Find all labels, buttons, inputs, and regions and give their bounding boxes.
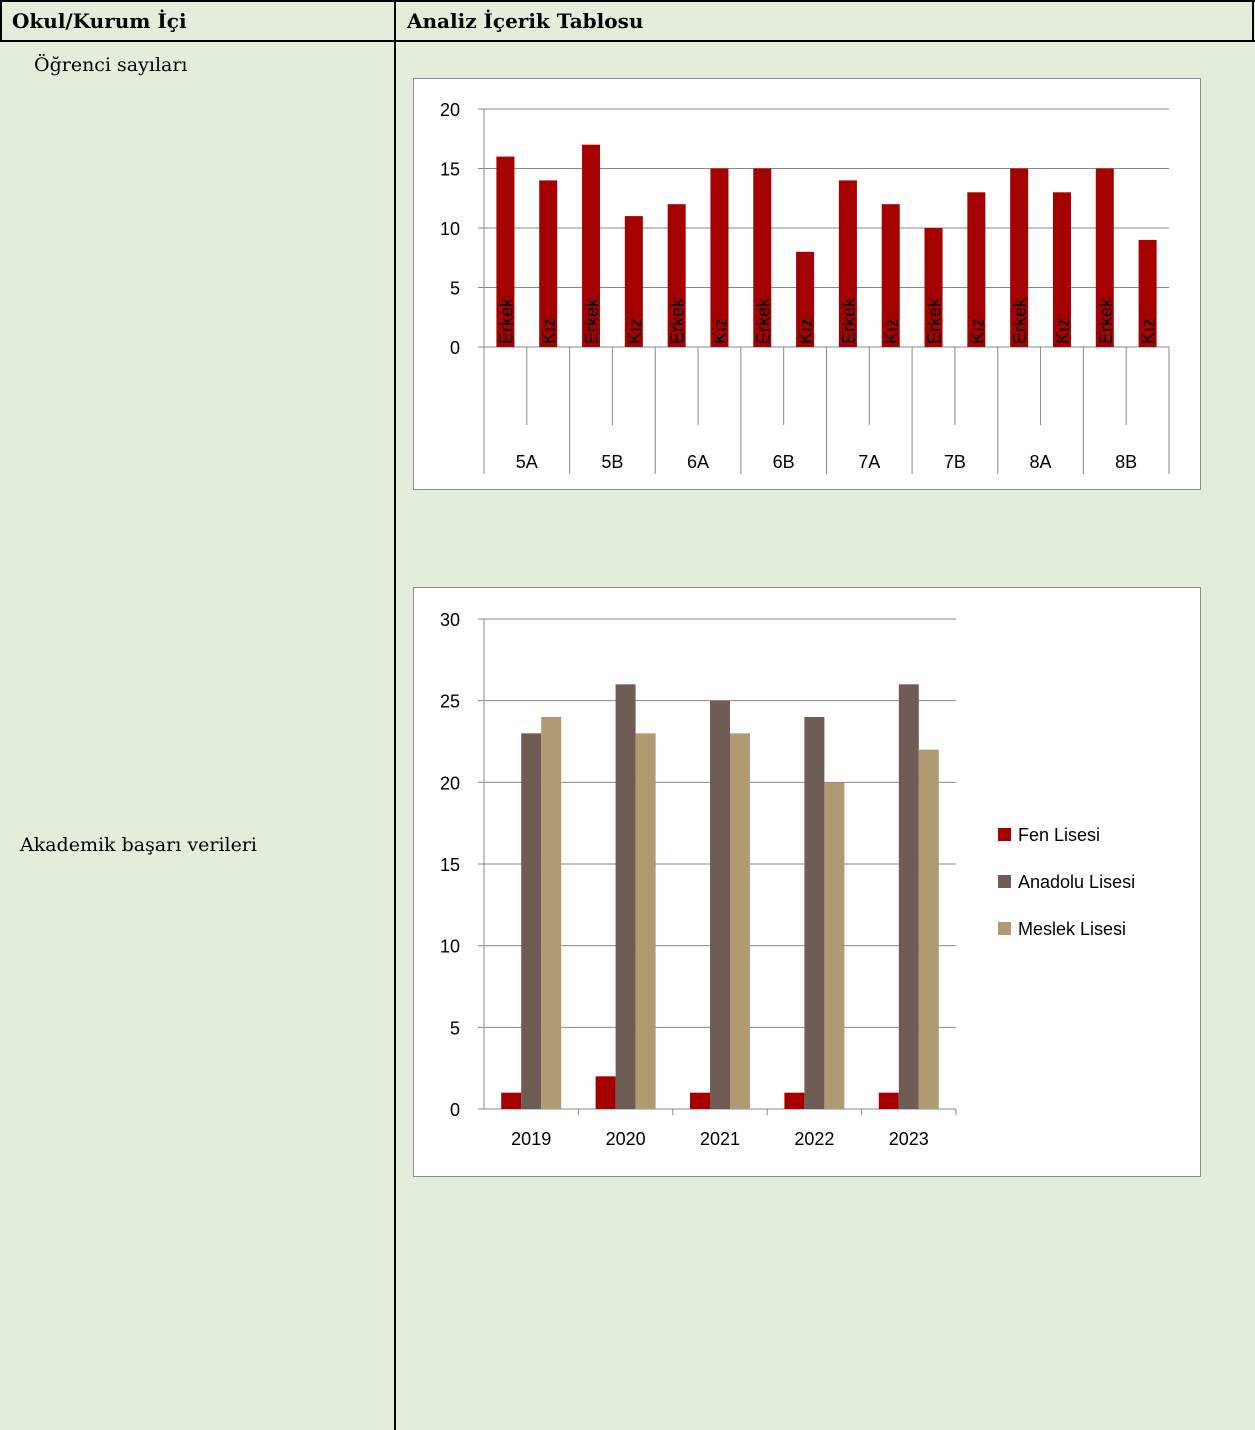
x-sub-label: Erkek bbox=[753, 297, 773, 344]
header-right-label: Analiz İçerik Tablosu bbox=[407, 9, 644, 33]
row-label-academic-success: Akademik başarı verileri bbox=[20, 834, 257, 856]
y-tick-label: 0 bbox=[450, 338, 460, 358]
y-tick-label: 20 bbox=[440, 773, 460, 793]
y-tick-label: 10 bbox=[440, 937, 460, 957]
y-tick-label: 0 bbox=[450, 1100, 460, 1120]
bar-2019-anadolu-lisesi bbox=[521, 733, 542, 1109]
y-tick-label: 30 bbox=[440, 610, 460, 630]
y-tick-label: 10 bbox=[440, 219, 460, 239]
x-group-label: 5A bbox=[516, 452, 538, 472]
y-tick-label: 15 bbox=[440, 160, 460, 180]
legend-label: Fen Lisesi bbox=[1018, 825, 1100, 845]
chart-academic-success-svg: 0 5 10 15 20 25 30 2019 2020 2021 2022 2023 Fen Lise… bbox=[440, 610, 1135, 1149]
x-group-label: 8B bbox=[1115, 452, 1137, 472]
legend-label: Meslek Lisesi bbox=[1018, 919, 1126, 939]
bar-2023-meslek-lisesi bbox=[918, 749, 939, 1109]
bar-8A-Kız bbox=[1052, 192, 1071, 347]
x-group-label: 6A bbox=[687, 452, 709, 472]
y-tick-label: 20 bbox=[440, 100, 460, 120]
header-left-label: Okul/Kurum İçi bbox=[12, 9, 187, 33]
x-sub-label: Kız bbox=[1053, 318, 1073, 344]
bar-5B-Kız bbox=[624, 216, 643, 347]
x-group-label: 7A bbox=[858, 452, 880, 472]
x-sub-label: Erkek bbox=[496, 297, 516, 344]
x-tick-label: 2019 bbox=[511, 1129, 551, 1149]
x-sub-label: Kız bbox=[1139, 318, 1159, 344]
x-group-label: 8A bbox=[1030, 452, 1052, 472]
bar-7A-Erkek bbox=[838, 180, 857, 347]
bar-2022-fen-lisesi bbox=[784, 1092, 805, 1109]
x-sub-label: Erkek bbox=[1096, 297, 1116, 344]
bar-6B-Kız bbox=[796, 251, 815, 347]
x-sub-label: Erkek bbox=[925, 297, 945, 344]
x-sub-label: Erkek bbox=[1010, 297, 1030, 344]
x-sub-label: Erkek bbox=[668, 297, 688, 344]
x-sub-label: Erkek bbox=[582, 297, 602, 344]
bar-2021-anadolu-lisesi bbox=[710, 700, 730, 1109]
x-sub-label: Kız bbox=[796, 318, 816, 344]
bar-2019-fen-lisesi bbox=[501, 1092, 522, 1109]
y-tick-label: 25 bbox=[440, 692, 460, 712]
legend-label: Anadolu Lisesi bbox=[1018, 872, 1135, 892]
chart-academic-success: 0 5 10 15 20 25 30 2019 2020 2021 2022 2023 Fen Lise… bbox=[413, 587, 1201, 1177]
bar-8A-Erkek bbox=[1010, 168, 1029, 347]
x-tick-label: 2023 bbox=[889, 1129, 929, 1149]
table-right-border bbox=[1252, 0, 1254, 42]
chart-student-counts: 0 5 10 15 20 Erkek Kız Erkek Kız Erkek Kız Erkek Kız… bbox=[413, 78, 1201, 490]
bar-6A-Kız bbox=[710, 168, 729, 347]
bar-2021-meslek-lisesi bbox=[730, 733, 750, 1109]
bar-2022-anadolu-lisesi bbox=[804, 717, 825, 1109]
bar-7B-Kız bbox=[967, 192, 986, 347]
legend-swatch bbox=[998, 828, 1011, 841]
bar-6A-Erkek bbox=[667, 204, 686, 347]
x-tick-label: 2022 bbox=[794, 1129, 834, 1149]
bar-2020-fen-lisesi bbox=[595, 1076, 616, 1109]
bar-2020-meslek-lisesi bbox=[635, 733, 656, 1109]
x-sub-label: Kız bbox=[625, 318, 645, 344]
x-tick-label: 2020 bbox=[606, 1129, 646, 1149]
x-sub-label: Erkek bbox=[839, 297, 859, 344]
chart-student-counts-svg: 0 5 10 15 20 Erkek Kız Erkek Kız Erkek Kız Erkek Kız… bbox=[440, 100, 1170, 474]
bar-2022-meslek-lisesi bbox=[824, 782, 845, 1109]
x-sub-label: Kız bbox=[539, 318, 559, 344]
bar-5A-Erkek bbox=[496, 156, 515, 347]
header-cell-right: Analiz İçerik Tablosu bbox=[395, 0, 1255, 42]
x-group-label: 7B bbox=[944, 452, 966, 472]
row-label-student-counts: Öğrenci sayıları bbox=[34, 54, 188, 76]
bar-7A-Kız bbox=[881, 204, 900, 347]
bar-8B-Kız bbox=[1138, 239, 1157, 347]
bar-5B-Erkek bbox=[582, 144, 601, 347]
y-tick-label: 5 bbox=[450, 279, 460, 299]
bar-5A-Kız bbox=[539, 180, 558, 347]
legend-swatch bbox=[998, 922, 1011, 935]
bar-7B-Erkek bbox=[924, 228, 943, 347]
y-tick-label: 5 bbox=[450, 1018, 460, 1038]
x-sub-label: Kız bbox=[967, 318, 987, 344]
bar-6B-Erkek bbox=[753, 168, 772, 347]
column-divider bbox=[394, 0, 396, 1430]
x-group-label: 5B bbox=[601, 452, 623, 472]
x-sub-label: Kız bbox=[710, 318, 730, 344]
table-left-border bbox=[0, 0, 2, 42]
y-tick-label: 15 bbox=[440, 855, 460, 875]
x-tick-label: 2021 bbox=[700, 1129, 740, 1149]
x-sub-label: Kız bbox=[882, 318, 902, 344]
legend-swatch bbox=[998, 875, 1011, 888]
header-cell-left: Okul/Kurum İçi bbox=[0, 0, 395, 42]
bar-8B-Erkek bbox=[1095, 168, 1114, 347]
x-group-label: 6B bbox=[773, 452, 795, 472]
bar-2023-anadolu-lisesi bbox=[898, 684, 919, 1109]
bar-2023-fen-lisesi bbox=[878, 1092, 899, 1109]
bar-2020-anadolu-lisesi bbox=[615, 684, 636, 1109]
bar-2019-meslek-lisesi bbox=[541, 717, 562, 1109]
bar-2021-fen-lisesi bbox=[690, 1092, 710, 1109]
